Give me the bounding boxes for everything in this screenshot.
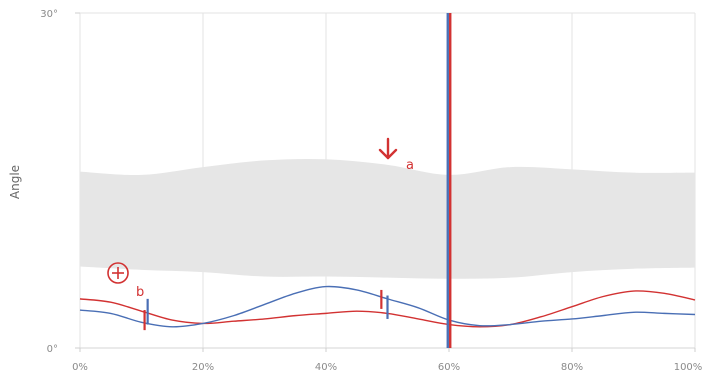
y-tick-label: 30°: [40, 9, 58, 20]
vertical-lines: [446, 13, 452, 348]
range-band: [80, 158, 695, 279]
y-axis-label: Angle: [8, 165, 22, 199]
arrow-down-icon: [378, 137, 398, 160]
annotation-label-a: a: [406, 158, 414, 173]
plus-circle-icon: [107, 262, 129, 284]
y-tick-label: 0°: [47, 344, 58, 355]
y-ticks: 30° 0°: [40, 9, 58, 355]
x-ticks: 0% 20% 40% 60% 80% 100%: [72, 362, 702, 373]
annotation-label-b: b: [136, 285, 144, 300]
x-tick-label: 40%: [315, 362, 337, 373]
x-tick-label: 60%: [438, 362, 460, 373]
x-tick-label: 100%: [674, 362, 703, 373]
markers: [143, 289, 389, 331]
x-tick-label: 0%: [72, 362, 88, 373]
x-tick-label: 20%: [192, 362, 214, 373]
x-tick-label: 80%: [561, 362, 583, 373]
